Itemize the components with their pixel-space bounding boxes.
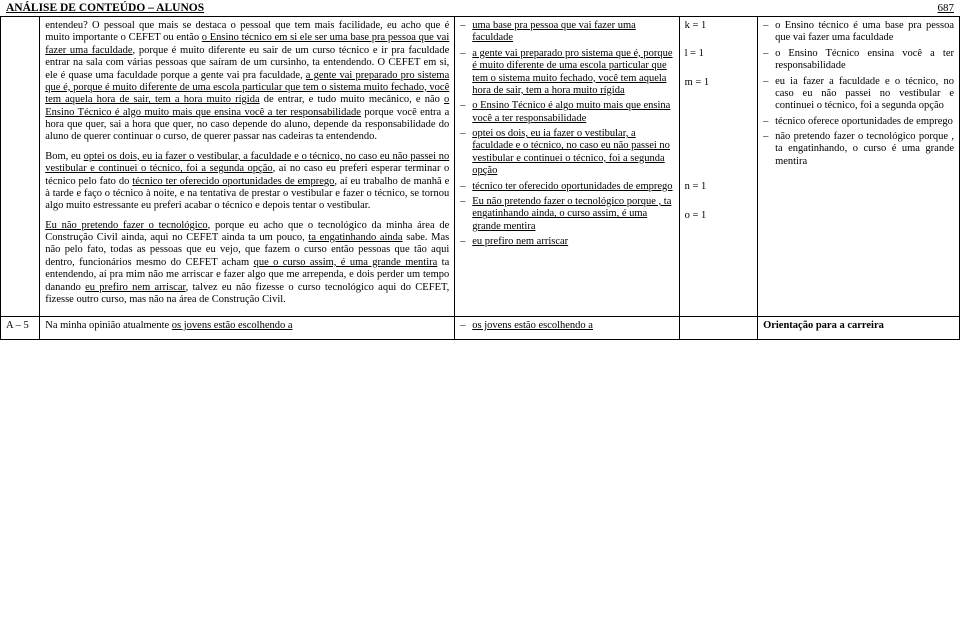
summary-list: o Ensino técnico é uma base pra pessoa q… — [763, 20, 954, 168]
list-item: técnico oferece oportunidades de emprego — [763, 116, 954, 128]
cell-transcript: Na minha opinião atualmente os jovens es… — [40, 317, 455, 339]
extract-list: uma base pra pessoa que vai fazer uma fa… — [460, 20, 673, 248]
list-item: o Ensino Técnico é algo muito mais que e… — [460, 100, 673, 125]
code-item: l = 1 — [685, 48, 753, 60]
cell-transcript: entendeu? O pessoal que mais se destaca … — [40, 17, 455, 317]
list-item: Eu não pretendo fazer o tecnológico porq… — [460, 196, 673, 233]
table-row: entendeu? O pessoal que mais se destaca … — [1, 17, 960, 317]
category-label: Orientação para a carreira — [763, 320, 884, 331]
page-header: ANÁLISE DE CONTEÚDO – ALUNOS 687 — [0, 0, 960, 14]
cell-extracts: uma base pra pessoa que vai fazer uma fa… — [455, 17, 679, 317]
list-item: eu prefiro nem arriscar — [460, 236, 673, 248]
extract-list: os jovens estão escolhendo a — [460, 320, 673, 332]
list-item: eu ia fazer a faculdade e o técnico, no … — [763, 76, 954, 113]
paragraph: entendeu? O pessoal que mais se destaca … — [45, 20, 449, 144]
cell-summary: Orientação para a carreira — [758, 317, 960, 339]
list-item: optei os dois, eu ia fazer o vestibular,… — [460, 128, 673, 178]
content-table: entendeu? O pessoal que mais se destaca … — [0, 16, 960, 340]
code-item: n = 1 — [685, 181, 753, 193]
paragraph: Bom, eu optei os dois, eu ia fazer o ves… — [45, 151, 449, 213]
paragraph: Eu não pretendo fazer o tecnológico, por… — [45, 220, 449, 307]
list-item: técnico ter oferecido oportunidades de e… — [460, 181, 673, 193]
code-item: m = 1 — [685, 77, 753, 89]
page-number: 687 — [938, 2, 955, 14]
list-item: o Ensino técnico é uma base pra pessoa q… — [763, 20, 954, 45]
doc-title: ANÁLISE DE CONTEÚDO – ALUNOS — [6, 2, 204, 14]
table-row: A – 5 Na minha opinião atualmente os jov… — [1, 317, 960, 339]
code-list: k = 1 l = 1 m = 1 n = 1 o = 1 — [685, 20, 753, 222]
cell-summary: o Ensino técnico é uma base pra pessoa q… — [758, 17, 960, 317]
cell-codes — [679, 317, 758, 339]
list-item: a gente vai preparado pro sistema que é,… — [460, 48, 673, 98]
list-item: os jovens estão escolhendo a — [460, 320, 673, 332]
code-item: o = 1 — [685, 210, 753, 222]
cell-codes: k = 1 l = 1 m = 1 n = 1 o = 1 — [679, 17, 758, 317]
cell-extracts: os jovens estão escolhendo a — [455, 317, 679, 339]
list-item: não pretendo fazer o tecnológico porque … — [763, 131, 954, 168]
list-item: uma base pra pessoa que vai fazer uma fa… — [460, 20, 673, 45]
cell-id: A – 5 — [1, 317, 40, 339]
list-item: o Ensino Técnico ensina você a ter respo… — [763, 48, 954, 73]
cell-id — [1, 17, 40, 317]
code-item: k = 1 — [685, 20, 753, 32]
